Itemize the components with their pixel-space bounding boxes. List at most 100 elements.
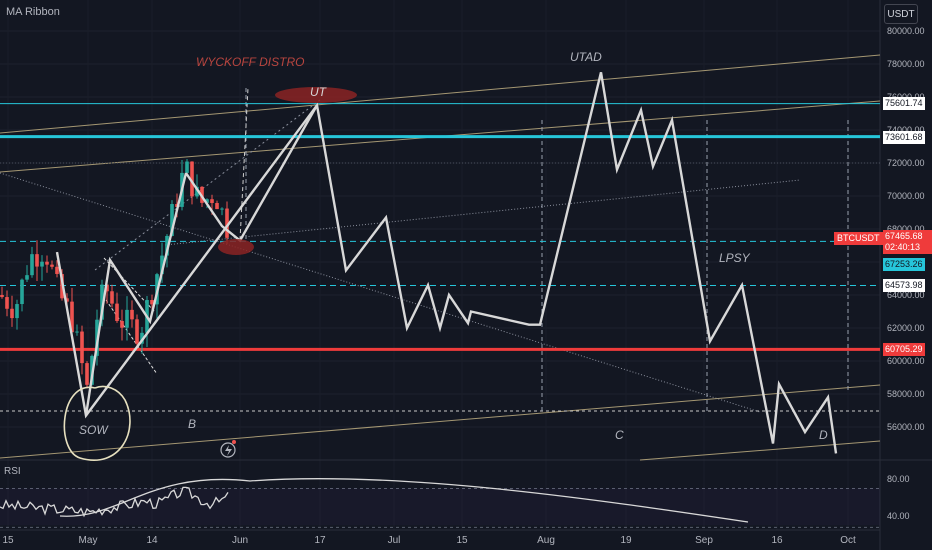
candle-body [45, 261, 49, 265]
candle-body [150, 299, 154, 305]
dotted-rising-2 [94, 99, 321, 271]
ut-highlight [275, 87, 357, 103]
dotted-descending [0, 172, 761, 413]
candle-body [35, 254, 39, 267]
rsi-title[interactable]: RSI [4, 466, 21, 477]
candle-body [210, 199, 214, 204]
candle-body [30, 254, 34, 276]
y-tick-label: 68000.00 [887, 224, 925, 234]
sow-circle [63, 385, 131, 461]
candlesticks [0, 159, 229, 389]
candle-body [190, 161, 194, 197]
ut-label: UT [310, 85, 326, 99]
candle-body [80, 331, 84, 364]
candle-body [65, 298, 69, 302]
b-label: B [188, 417, 197, 431]
c-label: C [615, 428, 624, 442]
x-tick-label: Aug [537, 535, 555, 546]
candle-body [15, 304, 19, 319]
candle-body [130, 309, 134, 320]
horizontal-levels [0, 103, 880, 351]
x-tick-label: Oct [840, 535, 856, 546]
candle-body [100, 284, 104, 320]
rsi-tick-label: 80.00 [887, 474, 910, 484]
candle-body [20, 279, 24, 305]
pullback-highlight [218, 239, 254, 255]
y-tick-label: 72000.00 [887, 158, 925, 168]
price-tag-73601: 73601.68 [883, 131, 925, 144]
candle-body [170, 204, 174, 236]
x-tick-label: Sep [695, 535, 713, 546]
y-tick-label: 60000.00 [887, 356, 925, 366]
candle-body [205, 199, 209, 203]
x-tick-label: 14 [146, 535, 158, 546]
price-tag-67253: 67253.26 [883, 258, 925, 271]
current-price-box: 67465.68 02:40:13 [883, 230, 932, 254]
y-tick-label: 78000.00 [887, 59, 925, 69]
x-tick-label: May [79, 535, 98, 546]
candle-body [105, 284, 109, 292]
lightning-icon [225, 445, 232, 456]
projection-path [55, 72, 838, 454]
channel-lower [0, 384, 881, 459]
candle-body [160, 255, 164, 275]
rsi-tick-label: 40.00 [887, 511, 910, 521]
wyckoff-label: WYCKOFF DISTRO [196, 55, 305, 69]
y-tick-label: 74000.00 [887, 125, 925, 135]
channel-upper [0, 54, 881, 134]
price-tag-75601: 75601.74 [883, 97, 925, 110]
candle-body [85, 363, 89, 385]
rsi-line [0, 486, 229, 518]
indicator-title[interactable]: MA Ribbon [6, 6, 60, 18]
candle-body [25, 275, 29, 280]
price-tag-60705: 60705.29 [883, 343, 925, 356]
ut-guide [239, 87, 249, 241]
candle-body [225, 208, 229, 238]
currency-button[interactable]: USDT [884, 4, 918, 24]
candle-body [10, 308, 14, 319]
candle-body [75, 331, 79, 333]
y-tick-label: 64000.00 [887, 290, 925, 300]
candle-body [220, 208, 224, 210]
candle-body [185, 161, 189, 173]
x-tick-label: 15 [456, 535, 468, 546]
channel-lower-2 [639, 440, 881, 461]
candle-body [40, 261, 44, 267]
projection-rally [185, 104, 319, 243]
x-tick-label: 16 [771, 535, 783, 546]
dotted-rising [164, 179, 801, 246]
current-price: 67465.68 [885, 231, 923, 241]
candle-body [110, 291, 114, 304]
price-tag-64573: 64573.98 [883, 279, 925, 292]
candle-body [215, 203, 219, 210]
annotations [63, 87, 357, 461]
y-tick-label: 56000.00 [887, 422, 925, 432]
candle-body [140, 332, 144, 344]
utad-label: UTAD [570, 50, 602, 64]
projection-polyline [55, 72, 838, 454]
projection-early [84, 172, 188, 416]
y-tick-label: 70000.00 [887, 191, 925, 201]
candle-body [70, 301, 74, 333]
y-tick-label: 58000.00 [887, 389, 925, 399]
x-tick-label: Jun [232, 535, 248, 546]
candle-body [115, 303, 119, 321]
candle-body [120, 320, 124, 328]
candle-body [0, 295, 4, 298]
x-tick-label: 19 [620, 535, 632, 546]
candle-body [55, 266, 59, 274]
symbol-tag: BTCUSDT [834, 232, 883, 245]
candle-body [50, 264, 54, 267]
candle-body [135, 319, 139, 344]
y-tick-label: 80000.00 [887, 26, 925, 36]
x-tick-label: Jul [388, 535, 401, 546]
candle-body [125, 309, 129, 328]
rsi-projection [59, 478, 749, 523]
flash-icon [220, 442, 236, 458]
x-tick-label: 17 [314, 535, 326, 546]
countdown: 02:40:13 [885, 242, 921, 252]
rsi-pane [0, 478, 880, 528]
lpsy-label: LPSY [719, 251, 750, 265]
